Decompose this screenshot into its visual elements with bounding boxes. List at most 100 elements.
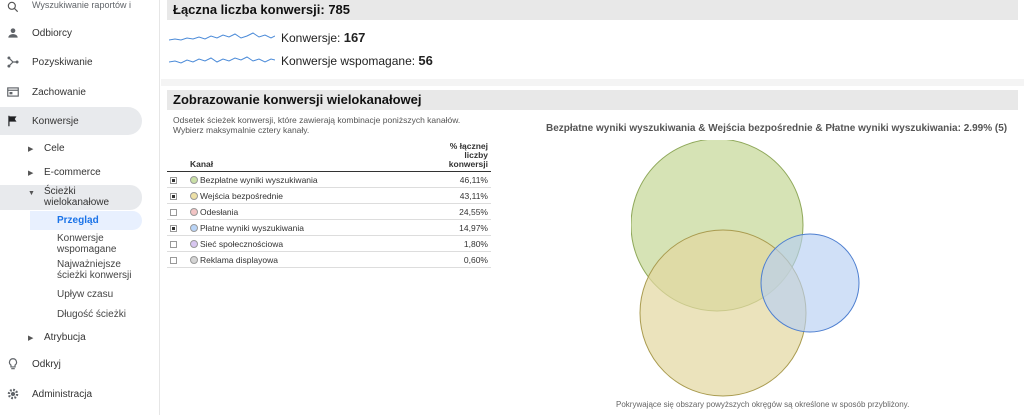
checkbox-header [167, 140, 187, 172]
assisted-metric: Konwersje wspomagane: 56 [281, 53, 433, 68]
channel-name-cell: Reklama displayowa [187, 251, 431, 268]
channel-name-cell: Płatne wyniki wyszukiwania [187, 219, 431, 236]
venn-title: Bezpłatne wyniki wyszukiwania & Wejścia … [546, 123, 1008, 134]
behavior-icon [7, 87, 19, 97]
channel-checkbox-cell [167, 187, 187, 204]
flag-icon [8, 115, 17, 127]
venn-diagram [631, 140, 860, 397]
nav-behavior-label: Zachowanie [32, 86, 86, 98]
channel-row: Wejścia bezpośrednie 43,11% [167, 187, 491, 204]
nav-admin-label: Administracja [32, 388, 93, 400]
channel-label: Bezpłatne wyniki wyszukiwania [200, 174, 318, 185]
nav-audience-label: Odbiorcy [32, 27, 73, 39]
caret-down-icon: ▼ [28, 190, 35, 197]
channel-percent: 0,60% [431, 251, 491, 268]
channel-checkbox-cell [167, 203, 187, 220]
channel-label: Sieć społecznościowa [200, 238, 284, 249]
channel-checkbox[interactable] [170, 240, 177, 248]
search-icon [7, 1, 19, 13]
assisted-label: Konwersje wspomagane: [281, 54, 416, 68]
caret-right-icon: ▶ [28, 146, 34, 153]
channel-checkbox[interactable] [170, 192, 177, 200]
channel-name-cell: Odesłania [187, 203, 431, 220]
channel-checkbox[interactable] [170, 224, 177, 232]
channel-row: Odesłania 24,55% [167, 203, 491, 220]
nav-behavior[interactable]: Zachowanie [0, 78, 142, 106]
channel-row: Płatne wyniki wyszukiwania 14,97% [167, 219, 491, 236]
nav-goals[interactable]: ▶ Cele [28, 143, 65, 154]
channel-color-swatch [190, 176, 198, 185]
nav-ecommerce[interactable]: ▶ E-commerce [28, 167, 101, 178]
conversions-metric: Konwersje: 167 [281, 30, 365, 45]
nav-multichannel-label: Ścieżki wielokanałowe [44, 186, 110, 208]
caret-right-icon: ▶ [28, 170, 34, 177]
sidebar: Wyszukiwanie raportów i po Odbiorcy Pozy… [0, 0, 160, 415]
channel-percent: 43,11% [431, 187, 491, 204]
channel-name-cell: Wejścia bezpośrednie [187, 187, 431, 204]
person-icon [8, 28, 18, 38]
channel-color-swatch [190, 224, 198, 233]
nav-goals-label: Cele [44, 143, 65, 154]
nav-mcf-highlight [0, 185, 142, 210]
acquisition-icon [7, 56, 19, 68]
nav-top-paths[interactable]: Najważniejsze ścieżki konwersji [57, 259, 132, 281]
channel-checkbox[interactable] [170, 208, 177, 216]
nav-audience[interactable]: Odbiorcy [0, 19, 142, 47]
nav-attribution[interactable]: ▶ Atrybucja [28, 332, 86, 343]
nav-multichannel[interactable]: ▼ Ścieżki wielokanałowe [28, 186, 124, 208]
channel-label: Odesłania [200, 206, 239, 217]
main-content: Łączna liczba konwersji: 785 Konwersje: … [161, 0, 1024, 415]
nav-overview[interactable]: Przegląd [57, 215, 99, 226]
conversions-value: 167 [343, 30, 366, 45]
summary-panel: Łączna liczba konwersji: 785 Konwersje: … [161, 0, 1024, 79]
active-leaf-bg [30, 211, 142, 230]
channel-checkbox-cell [167, 219, 187, 236]
nav-time-lag[interactable]: Upływ czasu [57, 289, 114, 300]
nav-acquisition-label: Pozyskiwanie [32, 56, 93, 68]
channel-color-swatch [190, 208, 198, 217]
nav-acquisition[interactable]: Pozyskiwanie [0, 48, 142, 76]
channel-name-cell: Sieć społecznościowa [187, 235, 431, 252]
gear-icon [7, 388, 19, 400]
visualization-title: Zobrazowanie konwersji wielokanałowej [167, 90, 1018, 110]
conversions-sparkline [169, 32, 275, 41]
channel-color-swatch [190, 256, 198, 265]
nav-path-length[interactable]: Długość ścieżki [57, 309, 126, 320]
nav-admin[interactable]: Administracja [0, 380, 142, 408]
assisted-sparkline [169, 56, 275, 64]
channel-color-swatch [190, 192, 198, 201]
channel-row: Reklama displayowa 0,60% [167, 251, 491, 268]
nav-conversions[interactable]: Konwersje [0, 107, 142, 135]
nav-ecommerce-label: E-commerce [44, 167, 101, 178]
caret-right-icon: ▶ [28, 335, 34, 342]
search-input[interactable]: Wyszukiwanie raportów i po [32, 0, 132, 10]
venn-circle-paid [760, 233, 860, 333]
channel-checkbox[interactable] [170, 176, 177, 184]
nav-assisted-conversions[interactable]: Konwersje wspomagane [57, 233, 117, 255]
channel-percent: 46,11% [431, 171, 491, 188]
report-search[interactable]: Wyszukiwanie raportów i po [0, 0, 160, 16]
channel-checkbox-cell [167, 171, 187, 188]
channel-percent: 14,97% [431, 219, 491, 236]
channel-row: Sieć społecznościowa 1,80% [167, 235, 491, 252]
channel-label: Reklama displayowa [200, 254, 278, 265]
nav-conversions-label: Konwersje [32, 115, 79, 127]
channel-checkbox-cell [167, 251, 187, 268]
channel-checkbox-cell [167, 235, 187, 252]
nav-discover[interactable]: Odkryj [0, 350, 142, 378]
conversions-label: Konwersje: [281, 31, 341, 45]
percent-header: % łącznej liczby konwersji [431, 140, 491, 172]
lightbulb-icon [8, 358, 18, 370]
summary-title: Łączna liczba konwersji: 785 [167, 0, 1018, 20]
channel-name-cell: Bezpłatne wyniki wyszukiwania [187, 171, 431, 188]
channel-checkbox[interactable] [170, 256, 177, 264]
venn-note: Pokrywające się obszary powyższych okręg… [616, 400, 910, 409]
channel-header: Kanał [187, 140, 431, 172]
channel-row: Bezpłatne wyniki wyszukiwania 46,11% [167, 171, 491, 188]
visualization-description: Odsetek ścieżek konwersji, które zawiera… [173, 115, 461, 135]
channels-table: Kanał % łącznej liczby konwersji Bezpłat… [167, 140, 491, 268]
channel-label: Płatne wyniki wyszukiwania [200, 222, 304, 233]
channel-label: Wejścia bezpośrednie [200, 190, 283, 201]
channel-percent: 24,55% [431, 203, 491, 220]
nav-attribution-label: Atrybucja [44, 332, 86, 343]
